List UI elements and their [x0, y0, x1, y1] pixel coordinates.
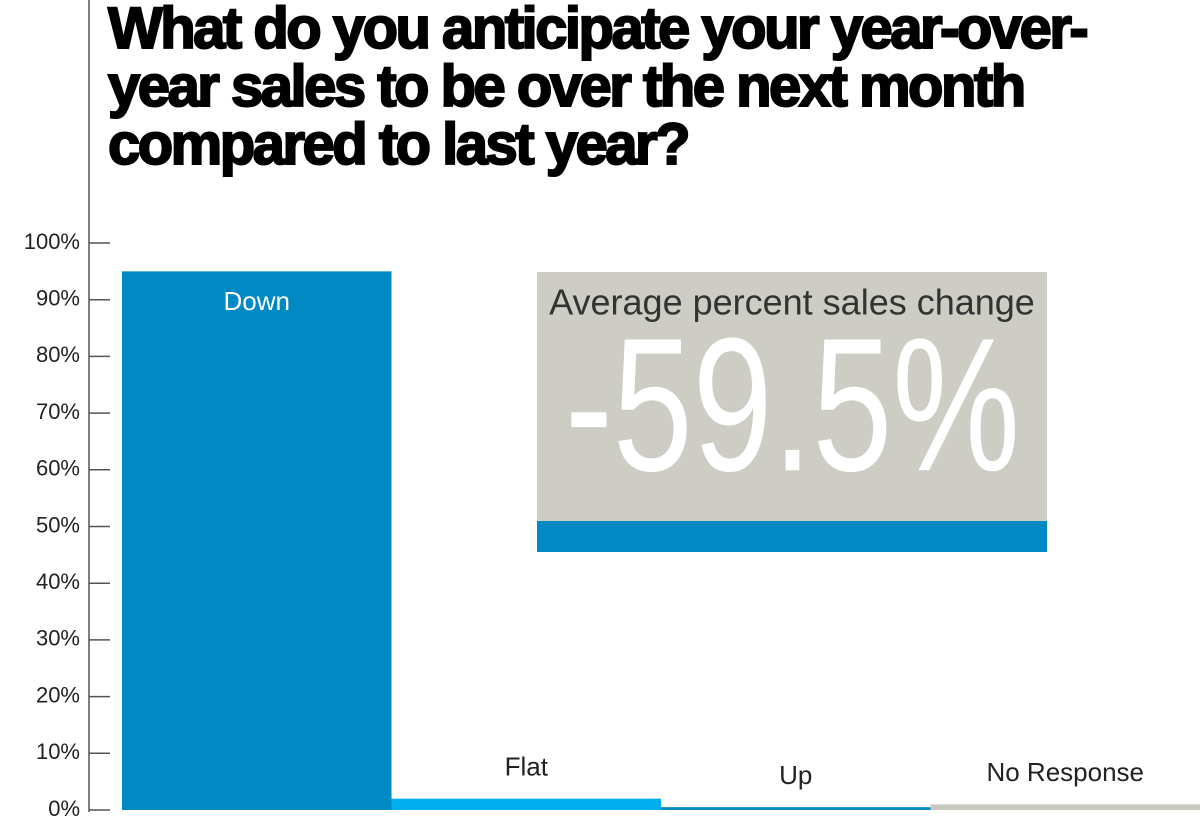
callout-band	[537, 521, 1047, 552]
y-tick-label: 50%	[36, 512, 80, 537]
bar	[930, 804, 1200, 810]
y-tick-label: 10%	[36, 739, 80, 764]
bar-label: Down	[224, 286, 290, 316]
y-tick-label: 90%	[36, 286, 80, 311]
callout-title: Average percent sales change	[549, 282, 1035, 323]
y-tick-label: 80%	[36, 342, 80, 367]
y-tick-label: 30%	[36, 626, 80, 651]
y-tick-label: 20%	[36, 682, 80, 707]
y-tick-label: 0%	[48, 796, 80, 821]
bar-label: No Response	[986, 757, 1144, 787]
y-tick-label: 70%	[36, 399, 80, 424]
bar	[122, 271, 392, 811]
y-tick-label: 100%	[24, 229, 80, 254]
y-tick-label: 60%	[36, 456, 80, 481]
bar-label: Flat	[505, 752, 549, 782]
bar-label: Up	[779, 760, 812, 790]
callout-value: -59.5%	[565, 299, 1020, 511]
chart-title: What do you anticipate your year-over-ye…	[107, 0, 1090, 177]
y-tick-label: 40%	[36, 569, 80, 594]
bar	[391, 798, 661, 810]
bar	[661, 807, 931, 810]
callout-box	[537, 272, 1047, 521]
